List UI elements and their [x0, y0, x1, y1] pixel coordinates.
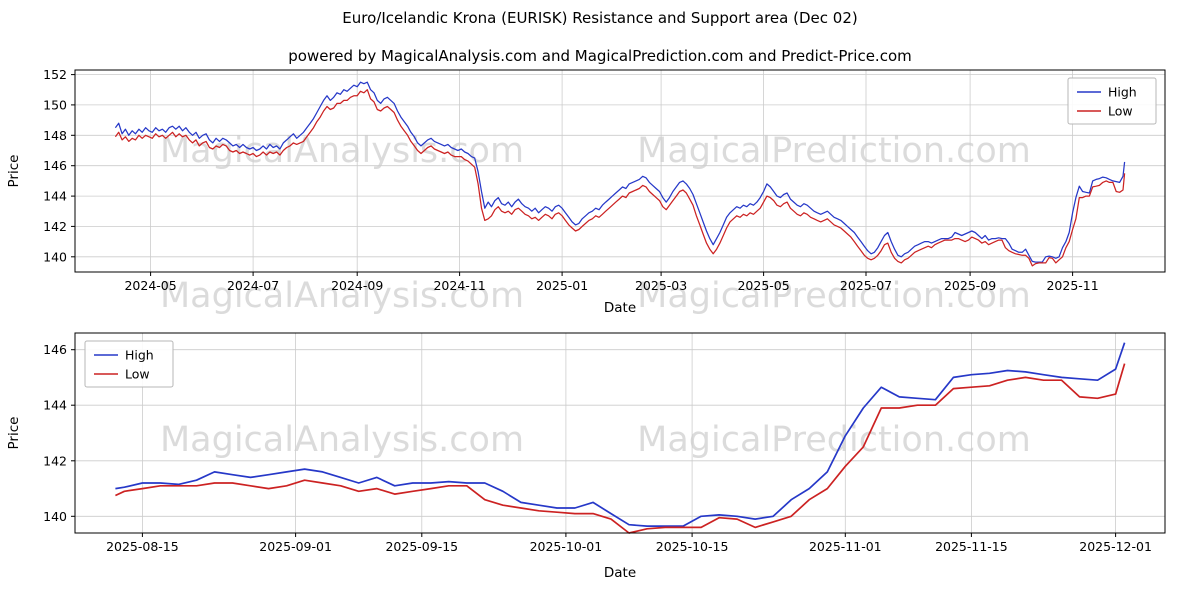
svg-text:2025-12-01: 2025-12-01	[1079, 539, 1152, 554]
svg-text:144: 144	[43, 189, 67, 204]
svg-text:2024-07: 2024-07	[227, 278, 279, 293]
plot-frame	[74, 69, 1166, 273]
svg-text:Low: Low	[125, 367, 150, 382]
svg-text:150: 150	[43, 97, 67, 112]
svg-text:2025-11: 2025-11	[1046, 278, 1098, 293]
y-tick-labels: 140 142 144 146	[43, 342, 67, 524]
figure-subtitle: powered by MagicalAnalysis.com and Magic…	[288, 47, 912, 65]
price-chart-full: 2024-05 2024-07 2024-09 2024-11 2025-01 2025-…	[6, 67, 1166, 316]
svg-text:2025-09-01: 2025-09-01	[259, 539, 332, 554]
svg-text:148: 148	[43, 128, 67, 143]
low-line	[114, 89, 1126, 267]
svg-text:2025-01: 2025-01	[536, 278, 588, 293]
tick-marks	[71, 349, 1117, 537]
svg-text:2025-09: 2025-09	[944, 278, 996, 293]
svg-text:2025-11-01: 2025-11-01	[809, 539, 882, 554]
svg-text:2025-09-15: 2025-09-15	[385, 539, 458, 554]
tick-marks	[71, 74, 1074, 276]
svg-text:2025-08-15: 2025-08-15	[106, 539, 179, 554]
svg-text:2024-09: 2024-09	[331, 278, 383, 293]
svg-text:142: 142	[43, 219, 67, 234]
grid-lines	[75, 70, 1165, 272]
low-line	[115, 363, 1126, 534]
svg-text:2024-05: 2024-05	[124, 278, 176, 293]
svg-text:High: High	[1108, 85, 1137, 100]
legend: High Low	[84, 340, 174, 388]
grid-lines	[75, 333, 1165, 533]
x-tick-labels: 2025-08-15 2025-09-01 2025-09-15 2025-10-01…	[106, 539, 1152, 554]
svg-text:140: 140	[43, 509, 67, 524]
svg-text:142: 142	[43, 453, 67, 468]
svg-text:152: 152	[43, 67, 67, 82]
svg-text:140: 140	[43, 249, 67, 264]
svg-text:2025-10-01: 2025-10-01	[530, 539, 603, 554]
svg-text:2024-11: 2024-11	[433, 278, 485, 293]
x-axis-label: Date	[604, 565, 636, 581]
x-axis-label: Date	[604, 300, 636, 316]
svg-text:2025-11-15: 2025-11-15	[935, 539, 1008, 554]
svg-text:High: High	[125, 348, 154, 363]
y-axis-label: Price	[6, 155, 22, 188]
figure-title: Euro/Icelandic Krona (EURISK) Resistance…	[342, 9, 858, 27]
x-tick-labels: 2024-05 2024-07 2024-09 2024-11 2025-01 2025-…	[124, 278, 1098, 293]
legend: High Low	[1067, 77, 1157, 125]
plot-frame	[74, 332, 1166, 534]
svg-text:Low: Low	[1108, 104, 1133, 119]
y-axis-label: Price	[6, 417, 22, 450]
svg-text:2025-05: 2025-05	[737, 278, 789, 293]
high-line	[115, 342, 1126, 527]
svg-text:2025-03: 2025-03	[635, 278, 687, 293]
svg-text:2025-07: 2025-07	[840, 278, 892, 293]
price-chart-zoom: 2025-08-15 2025-09-01 2025-09-15 2025-10-01…	[6, 332, 1166, 581]
high-line	[114, 81, 1126, 263]
y-tick-labels: 140 142 144 146 148 150 152	[43, 67, 67, 264]
svg-text:146: 146	[43, 158, 67, 173]
svg-text:2025-10-15: 2025-10-15	[656, 539, 729, 554]
svg-text:144: 144	[43, 398, 67, 413]
svg-text:146: 146	[43, 342, 67, 357]
